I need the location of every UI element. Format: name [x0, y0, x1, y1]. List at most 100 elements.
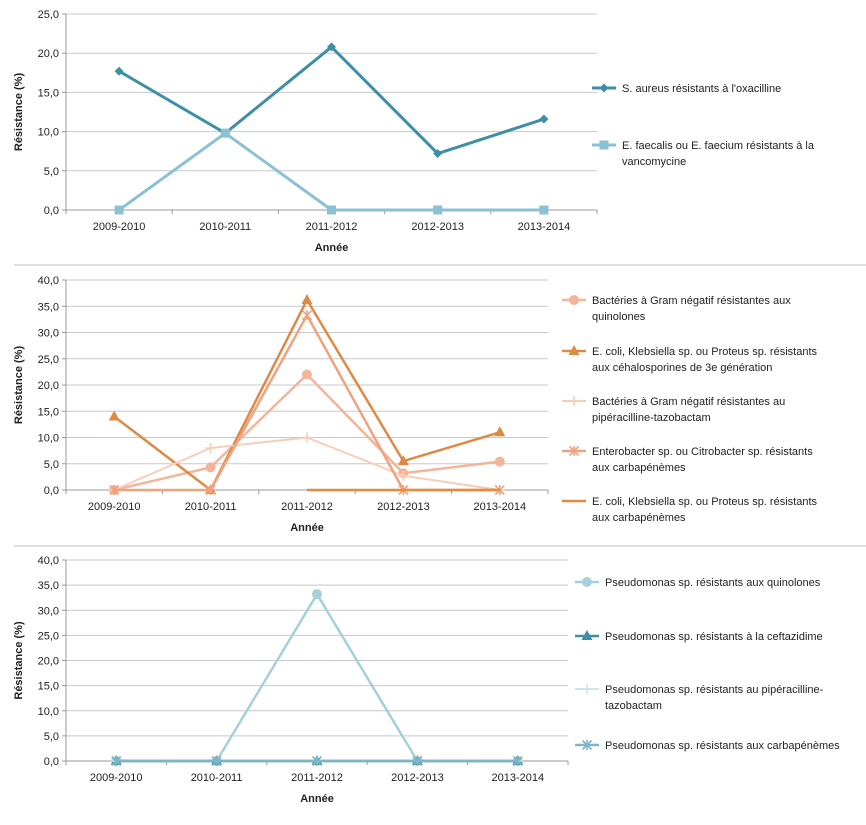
x-tick-label: 2013-2014: [473, 501, 526, 513]
data-point: [220, 128, 230, 138]
series-1: [111, 589, 523, 766]
legend-entry-4: Pseudomonas sp. résistants aux carbapénè…: [575, 739, 840, 752]
series-1: [114, 42, 549, 159]
legend-entry-3: Pseudomonas sp. résistants au pipéracill…: [575, 684, 824, 712]
x-tick-label: 2009-2010: [90, 772, 143, 784]
legend-label: S. aureus résistants à l'oxacilline: [622, 83, 781, 95]
x-tick-label: 2012-2013: [377, 501, 430, 513]
chart-panel-1: 0,0 5,0 10,0 15,0 20,0 25,0 2009-2010 2010-2011…: [13, 9, 815, 254]
legend-marker: [599, 83, 609, 93]
legend-marker: [568, 445, 580, 457]
series-line: [118, 45, 545, 156]
y-tick-label: 40,0: [38, 555, 59, 567]
data-point: [412, 755, 423, 767]
x-tick-label: 2012-2013: [391, 772, 444, 784]
x-axis-label: Année: [315, 242, 349, 254]
data-point: [302, 432, 312, 443]
data-point: [205, 462, 216, 473]
series-line: [118, 131, 544, 212]
y-tick-label: 10,0: [38, 706, 59, 718]
legend-marker: [581, 739, 593, 751]
legend-entry-3: Bactéries à Gram négatif résistantes au p…: [562, 396, 785, 424]
data-point: [327, 205, 336, 215]
x-axis-label: Année: [290, 522, 324, 534]
data-point: [311, 755, 323, 767]
legend-entry-2: Pseudomonas sp. résistants à la ceftazid…: [575, 630, 823, 643]
legend-label: Pseudomonas sp. résistants aux carbapénè…: [605, 740, 840, 752]
data-point: [301, 293, 313, 304]
data-point: [108, 410, 120, 421]
y-tick-label: 15,0: [38, 406, 59, 418]
data-point: [211, 755, 222, 767]
data-point: [312, 589, 322, 600]
x-tick-label: 2011-2012: [281, 501, 333, 513]
legend-entry-4: Enterobacter sp. ou Citrobacter sp. rési…: [562, 445, 813, 474]
y-tick-label: 0,0: [44, 485, 59, 497]
legend-label: aux céhalosporines de 3e génération: [592, 362, 772, 374]
y-tick-label: 20,0: [38, 380, 59, 392]
x-tick-label: 2009-2010: [88, 501, 141, 513]
legend-label: Bactéries à Gram négatif résistantes au: [592, 396, 785, 408]
series-2: [114, 128, 549, 215]
legend-label: aux carbapénèmes: [592, 462, 686, 474]
x-tick-label: 2011-2012: [291, 772, 343, 784]
y-tick-label: 25,0: [38, 630, 59, 642]
data-point: [494, 426, 506, 437]
y-tick-label: 20,0: [38, 656, 59, 668]
y-tick-label: 40,0: [38, 275, 59, 287]
legend-marker: [569, 396, 579, 406]
data-point: [433, 149, 443, 159]
y-tick-label: 25,0: [38, 9, 59, 21]
data-point: [512, 755, 523, 767]
legend-label: E. faecalis ou E. faecium résistants à l…: [622, 140, 815, 152]
legend-label: pipéracilline-tazobactam: [592, 412, 711, 424]
data-point: [302, 369, 312, 380]
y-tick-label: 20,0: [38, 48, 59, 60]
data-point: [114, 66, 124, 76]
data-point: [539, 114, 549, 124]
legend-entry-1: Pseudomonas sp. résistants aux quinolone…: [575, 577, 821, 589]
y-tick-label: 5,0: [44, 731, 59, 743]
legend-marker: [599, 140, 609, 150]
legend-entry-1: S. aureus résistants à l'oxacilline: [592, 83, 781, 95]
y-axis-label: Résistance (%): [13, 621, 25, 700]
chart-panel-2: 0,0 5,0 10,0 15,0 20,0 25,0 30,0 35,0 40,0 2009-2…: [13, 275, 817, 534]
x-tick-label: 2010-2011: [185, 501, 237, 513]
data-point: [205, 484, 216, 496]
data-point: [109, 484, 120, 496]
x-tick-label: 2013-2014: [518, 221, 571, 233]
legend-marker: [569, 295, 579, 305]
x-tick-label: 2012-2013: [411, 221, 464, 233]
y-axis-label: Résistance (%): [13, 73, 25, 152]
legend-marker: [582, 684, 592, 694]
chart-panel-3: 0,0 5,0 10,0 15,0 20,0 25,0 30,0 35,0 40,0 2009-2…: [13, 555, 840, 805]
legend-label: tazobactam: [605, 700, 662, 712]
legend-label: Enterobacter sp. ou Citrobacter sp. rési…: [592, 446, 813, 458]
legend-marker: [581, 630, 593, 640]
y-tick-label: 30,0: [38, 328, 59, 340]
legend-entry-5: E. coli, Klebsiella sp. ou Proteus sp. r…: [562, 496, 817, 524]
series-1: [109, 369, 505, 495]
y-tick-label: 10,0: [38, 433, 59, 445]
legend-label: vancomycine: [622, 156, 686, 168]
data-point: [398, 470, 409, 481]
legend-marker: [582, 577, 592, 587]
data-point: [494, 456, 505, 467]
series-4: [111, 755, 523, 767]
data-point: [205, 443, 216, 453]
data-point: [327, 42, 336, 52]
y-tick-label: 0,0: [44, 756, 59, 768]
x-tick-label: 2010-2011: [199, 221, 251, 233]
x-tick-label: 2011-2012: [306, 221, 358, 233]
y-tick-label: 35,0: [38, 301, 59, 313]
y-tick-label: 5,0: [44, 459, 59, 471]
y-axis-label: Résistance (%): [13, 346, 25, 425]
y-tick-label: 15,0: [38, 87, 59, 99]
series-line: [113, 373, 500, 492]
legend-label: quinolones: [592, 311, 646, 323]
data-point: [301, 310, 313, 321]
x-axis-label: Année: [300, 793, 334, 805]
y-tick-label: 0,0: [44, 205, 59, 217]
